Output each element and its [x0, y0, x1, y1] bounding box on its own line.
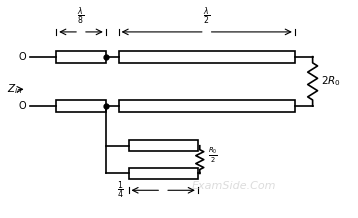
Text: $\frac{\lambda}{2}$: $\frac{\lambda}{2}$ [203, 5, 211, 27]
Text: ExamSide.Com: ExamSide.Com [192, 181, 277, 191]
Bar [129, 140, 198, 151]
Bar [118, 100, 295, 112]
Text: $\frac{\lambda}{8}$: $\frac{\lambda}{8}$ [77, 5, 84, 27]
Text: $2R_0$: $2R_0$ [320, 75, 340, 88]
Text: $\frac{1}{4}$: $\frac{1}{4}$ [117, 180, 124, 201]
Text: O: O [19, 101, 26, 111]
Bar [56, 100, 106, 112]
Text: $\frac{R_0}{2}$: $\frac{R_0}{2}$ [208, 146, 218, 165]
Text: O: O [19, 52, 26, 62]
Bar [118, 51, 295, 63]
Bar [129, 168, 198, 179]
Text: $Z_{in}$: $Z_{in}$ [7, 82, 22, 96]
Bar [56, 51, 106, 63]
